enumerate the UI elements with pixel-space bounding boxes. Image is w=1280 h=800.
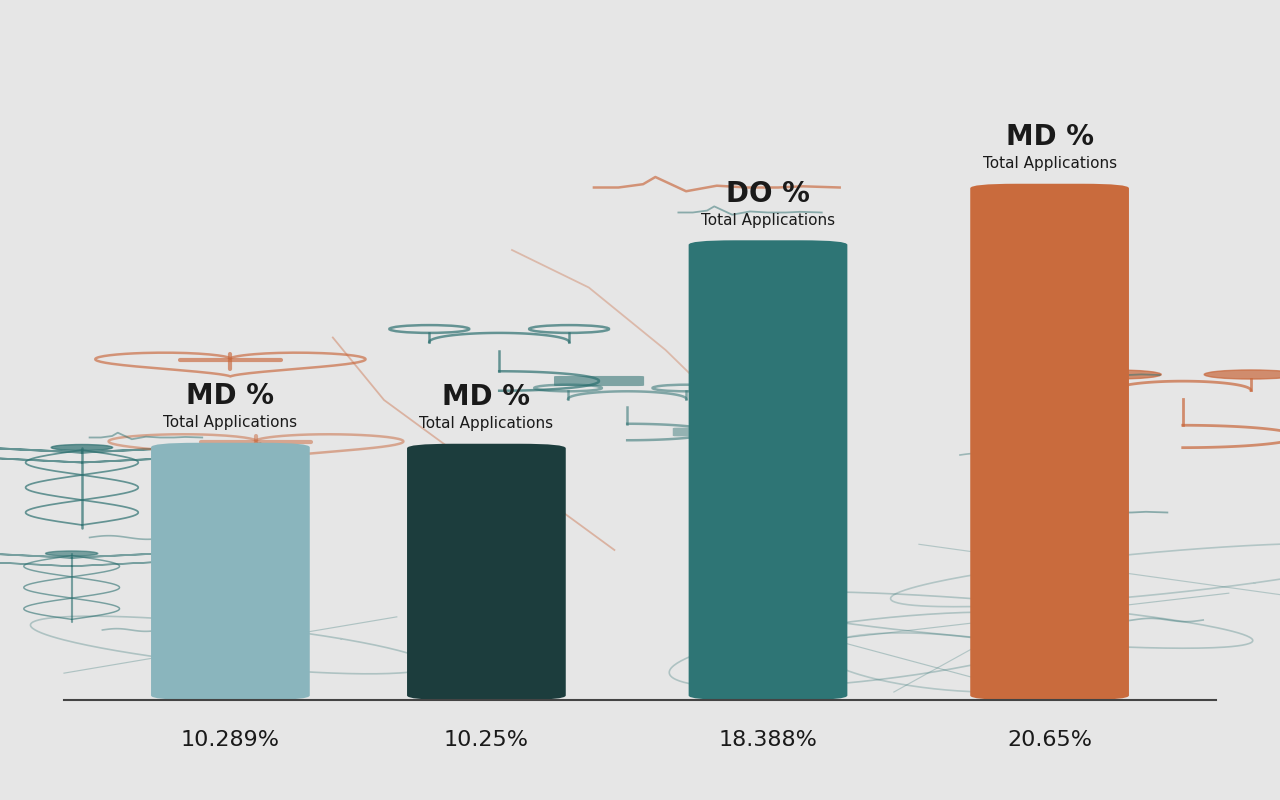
- Text: MD %: MD %: [187, 382, 274, 410]
- FancyBboxPatch shape: [151, 442, 310, 700]
- Text: 10.25%: 10.25%: [444, 730, 529, 750]
- Text: 18.388%: 18.388%: [718, 730, 818, 750]
- Text: MD %: MD %: [443, 383, 530, 411]
- Text: Total Applications: Total Applications: [420, 416, 553, 431]
- Text: 10.289%: 10.289%: [180, 730, 280, 750]
- Text: DO %: DO %: [726, 180, 810, 208]
- Text: MD %: MD %: [1006, 123, 1093, 151]
- Text: 20.65%: 20.65%: [1007, 730, 1092, 750]
- Text: Total Applications: Total Applications: [983, 156, 1116, 171]
- Text: Total Applications: Total Applications: [701, 213, 835, 228]
- FancyBboxPatch shape: [554, 376, 644, 386]
- Circle shape: [1204, 370, 1280, 379]
- FancyBboxPatch shape: [407, 444, 566, 700]
- FancyBboxPatch shape: [689, 240, 847, 700]
- Text: Total Applications: Total Applications: [164, 415, 297, 430]
- Circle shape: [46, 551, 97, 556]
- FancyBboxPatch shape: [970, 184, 1129, 700]
- FancyBboxPatch shape: [673, 428, 750, 436]
- Circle shape: [51, 445, 113, 450]
- Circle shape: [1068, 370, 1161, 379]
